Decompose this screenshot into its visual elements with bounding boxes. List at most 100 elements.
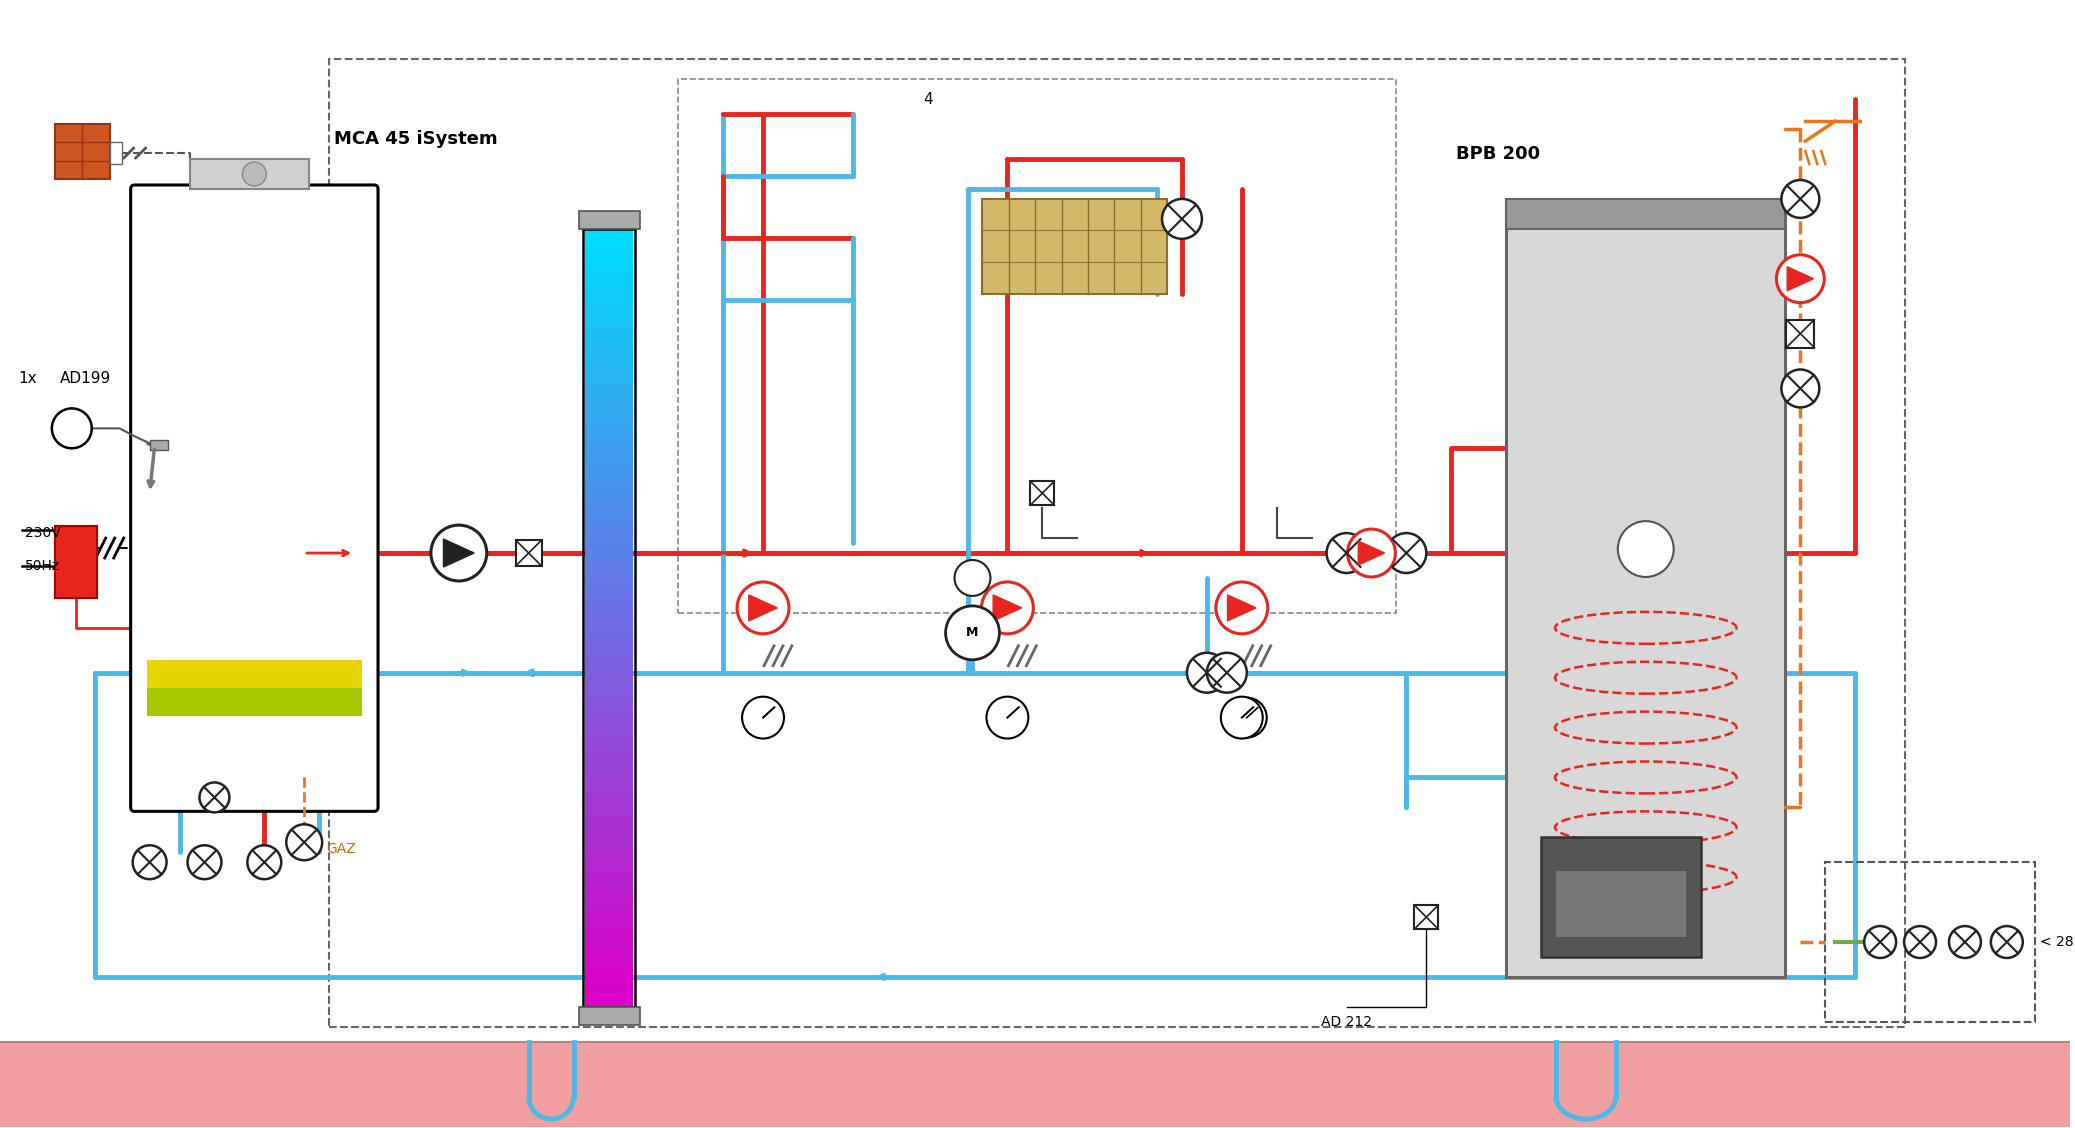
Polygon shape bbox=[444, 539, 475, 567]
Bar bbox=[0, 1042, 2069, 1127]
Bar bbox=[585, 810, 633, 831]
Circle shape bbox=[286, 825, 322, 861]
Text: AD199: AD199 bbox=[60, 371, 112, 386]
Circle shape bbox=[1618, 521, 1675, 576]
Bar bbox=[585, 402, 633, 423]
Text: MCA 45 iSystem: MCA 45 iSystem bbox=[334, 130, 498, 148]
Circle shape bbox=[1386, 534, 1426, 573]
Bar bbox=[1506, 199, 1784, 977]
Circle shape bbox=[187, 845, 222, 879]
Bar bbox=[579, 1007, 641, 1025]
Bar bbox=[585, 227, 633, 248]
Bar bbox=[1506, 199, 1784, 229]
Bar bbox=[585, 344, 633, 365]
Circle shape bbox=[1948, 926, 1982, 958]
Bar bbox=[585, 908, 633, 929]
Circle shape bbox=[986, 697, 1029, 739]
Circle shape bbox=[1162, 199, 1201, 239]
Circle shape bbox=[1187, 653, 1226, 693]
Polygon shape bbox=[994, 594, 1021, 620]
Text: 230V: 230V bbox=[25, 526, 60, 540]
Bar bbox=[585, 557, 633, 579]
Bar bbox=[147, 688, 361, 715]
Polygon shape bbox=[1359, 541, 1384, 565]
Bar bbox=[585, 246, 633, 267]
Circle shape bbox=[133, 845, 166, 879]
Bar bbox=[585, 285, 633, 307]
Circle shape bbox=[737, 582, 788, 634]
Circle shape bbox=[1226, 697, 1266, 738]
Bar bbox=[585, 266, 633, 288]
Bar bbox=[585, 422, 633, 443]
Bar bbox=[585, 519, 633, 540]
Bar bbox=[54, 124, 110, 179]
Circle shape bbox=[1347, 529, 1394, 576]
Circle shape bbox=[988, 697, 1027, 738]
Bar bbox=[1415, 905, 1438, 929]
Circle shape bbox=[243, 162, 266, 186]
Bar bbox=[585, 888, 633, 909]
Circle shape bbox=[1863, 926, 1897, 958]
Bar bbox=[585, 441, 633, 462]
Circle shape bbox=[199, 783, 230, 812]
Bar bbox=[585, 616, 633, 637]
Bar bbox=[585, 869, 633, 890]
Text: AD 212: AD 212 bbox=[1322, 1015, 1372, 1029]
Circle shape bbox=[247, 845, 282, 879]
Bar bbox=[585, 363, 633, 385]
Bar bbox=[579, 211, 641, 229]
Bar bbox=[1031, 482, 1054, 505]
Bar bbox=[585, 732, 633, 754]
Bar bbox=[147, 660, 361, 688]
Circle shape bbox=[946, 606, 1000, 660]
Text: BPB 200: BPB 200 bbox=[1457, 146, 1540, 164]
Bar bbox=[517, 540, 542, 566]
Bar bbox=[585, 382, 633, 404]
Text: 1x: 1x bbox=[19, 371, 37, 386]
Bar bbox=[585, 966, 633, 987]
Bar bbox=[585, 538, 633, 559]
Circle shape bbox=[981, 582, 1033, 634]
Text: 4: 4 bbox=[923, 91, 932, 107]
Polygon shape bbox=[1228, 594, 1255, 620]
Bar bbox=[585, 772, 633, 793]
Circle shape bbox=[432, 526, 488, 581]
Text: < 28: < 28 bbox=[2040, 935, 2073, 949]
Circle shape bbox=[1782, 180, 1820, 218]
Circle shape bbox=[1905, 926, 1936, 958]
Bar bbox=[585, 694, 633, 715]
Circle shape bbox=[1208, 653, 1247, 693]
Bar bbox=[585, 849, 633, 871]
Bar bbox=[54, 526, 98, 598]
Bar bbox=[585, 986, 633, 1007]
Bar bbox=[1787, 319, 1814, 347]
Circle shape bbox=[954, 559, 990, 596]
Bar bbox=[585, 479, 633, 501]
Bar bbox=[585, 500, 633, 521]
Bar bbox=[585, 791, 633, 812]
Bar bbox=[585, 576, 633, 599]
Circle shape bbox=[743, 697, 782, 738]
Text: 50Hz: 50Hz bbox=[25, 559, 60, 573]
Bar bbox=[330, 60, 1905, 1026]
Bar bbox=[585, 752, 633, 774]
Polygon shape bbox=[1787, 266, 1814, 291]
Circle shape bbox=[1776, 255, 1824, 302]
Circle shape bbox=[1220, 697, 1264, 739]
Circle shape bbox=[1990, 926, 2023, 958]
Bar bbox=[583, 229, 635, 1007]
Bar bbox=[1542, 837, 1701, 957]
Bar bbox=[585, 460, 633, 482]
Bar bbox=[981, 199, 1166, 293]
Polygon shape bbox=[749, 594, 778, 620]
Circle shape bbox=[1326, 534, 1367, 573]
Bar bbox=[585, 324, 633, 345]
Bar bbox=[585, 713, 633, 734]
Bar bbox=[585, 675, 633, 696]
Bar bbox=[585, 635, 633, 656]
Bar bbox=[585, 654, 633, 676]
Bar bbox=[1826, 862, 2036, 1022]
Bar bbox=[585, 597, 633, 618]
Bar bbox=[585, 946, 633, 968]
Text: M: M bbox=[967, 626, 979, 640]
